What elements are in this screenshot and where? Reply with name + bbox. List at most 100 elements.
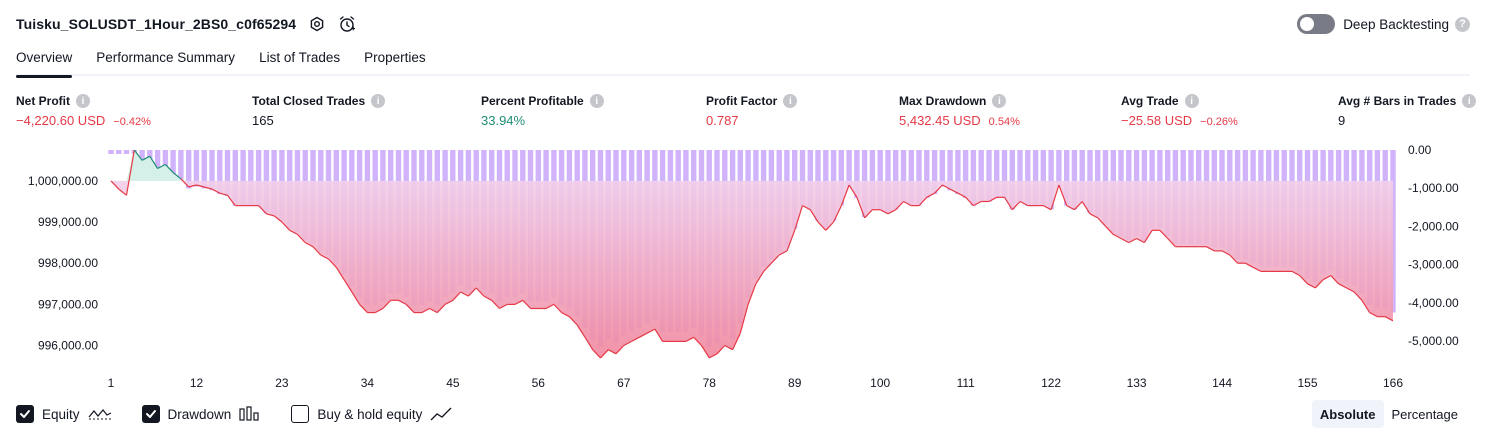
absolute-button[interactable]: Absolute (1311, 400, 1384, 428)
equity-segment (359, 303, 368, 314)
equity-segment (770, 254, 780, 264)
equity-segment (918, 196, 928, 207)
left-tick-label: 999,000.00 (38, 215, 98, 229)
left-tick-label: 997,000.00 (38, 297, 98, 311)
tab-overview[interactable]: Overview (16, 46, 73, 78)
add-alert-clock-icon[interactable] (338, 15, 356, 33)
drawdown-bar (970, 150, 977, 206)
drawdown-bar (1056, 150, 1062, 187)
equity-segment (196, 184, 205, 188)
drawdown-bar (916, 150, 922, 206)
equity-segment (763, 262, 772, 272)
equity-segment (942, 184, 951, 190)
right-tick-label: -5,000.00 (1408, 334, 1459, 348)
drawdown-bar (799, 150, 806, 206)
equity-segment (444, 299, 454, 305)
settings-gear-icon[interactable] (308, 15, 326, 33)
equity-segment (304, 242, 314, 248)
right-tick-label: -2,000.00 (1408, 219, 1459, 233)
equity-segment (1120, 237, 1130, 244)
tab-list-of-trades[interactable]: List of Trades (259, 50, 341, 65)
equity-segment (1384, 316, 1394, 322)
drawdown-bar (1048, 150, 1054, 210)
drawdown-bars-icon (239, 406, 261, 422)
drawdown-bar (854, 150, 860, 198)
left-tick-label: 998,000.00 (38, 256, 98, 270)
deep-backtesting-toggle[interactable] (1297, 14, 1336, 34)
equity-segment (709, 353, 718, 359)
equity-segment (312, 246, 322, 256)
equity-segment (1105, 225, 1114, 235)
equity-segment (475, 287, 485, 297)
equity-segment (1338, 283, 1347, 289)
equity-segment (141, 155, 151, 161)
drawdown-bar (955, 150, 961, 195)
equity-segment (1299, 275, 1308, 285)
equity-segment (1011, 201, 1021, 211)
equity-toggle[interactable]: Equity (16, 405, 112, 423)
info-icon[interactable]: i (992, 94, 1007, 108)
left-tick-label: 1,000,000.00 (28, 174, 98, 188)
tab-properties[interactable]: Properties (364, 50, 426, 65)
help-question-icon[interactable]: ? (1455, 16, 1470, 32)
buy-hold-line-icon (430, 406, 452, 422)
metric-value: 33.94% (481, 113, 526, 128)
equity-segment (957, 192, 966, 198)
x-tick-label: 78 (703, 376, 717, 390)
metric-label: Net Profit (16, 94, 70, 108)
info-icon[interactable]: i (1462, 94, 1477, 108)
x-tick-label: 67 (617, 376, 631, 390)
buy-hold-toggle[interactable]: Buy & hold equity (291, 405, 452, 423)
equity-segment (1003, 196, 1013, 211)
equity-segment (568, 316, 578, 326)
drawdown-bar (186, 150, 192, 189)
equity-segment (1206, 246, 1215, 252)
metric-value: −25.58 USD (1121, 113, 1193, 128)
info-icon[interactable]: i (1184, 94, 1199, 108)
percentage-button[interactable]: Percentage (1391, 406, 1459, 422)
equity-segment (429, 307, 438, 314)
metric-label: Max Drawdown (899, 94, 987, 108)
metrics-row: Net Profit i −4,220.60 USD −0.42% Total Cl… (0, 93, 1486, 133)
equity-segment (887, 209, 896, 215)
equity-segment (584, 336, 594, 351)
buy-hold-checkbox[interactable] (291, 405, 310, 423)
info-icon[interactable]: i (76, 94, 90, 108)
equity-segment (856, 197, 866, 219)
tab-performance-summary[interactable]: Performance Summary (96, 50, 236, 65)
equity-checkbox[interactable] (16, 405, 34, 423)
drawdown-bar (178, 150, 184, 181)
drawdown-checkbox[interactable] (141, 405, 160, 423)
info-icon[interactable]: i (371, 94, 386, 108)
x-tick-label: 1 (108, 376, 115, 390)
equity-segment (227, 194, 236, 206)
equity-segment (1229, 254, 1239, 264)
drawdown-bar (838, 150, 844, 206)
equity-segment (833, 205, 842, 223)
equity-segment (926, 192, 935, 198)
equity-segment (1245, 262, 1254, 268)
x-axis: 1 12 23 34 45 56 67 78 89 100 111 122 133 144 155 166 (108, 376, 1404, 390)
drawdown-bar (123, 150, 130, 154)
equity-segment (1073, 201, 1083, 211)
equity-segment (1307, 283, 1316, 289)
metric-total-closed-trades: Total Closed Trades i 165 (252, 93, 386, 128)
equity-segment (732, 332, 741, 350)
drawdown-bar (1071, 150, 1078, 210)
equity-segment (685, 336, 694, 342)
info-icon[interactable]: i (783, 94, 798, 108)
equity-segment (693, 336, 702, 346)
equity-drawdown-chart[interactable]: 1,000,000.00 999,000.00 998,000.00 997,000.… (0, 140, 1486, 395)
equity-segment (988, 196, 997, 203)
metric-label: Total Closed Trades (252, 94, 366, 108)
drawdown-bar (162, 150, 169, 168)
equity-segment (747, 283, 757, 305)
equity-segment (825, 221, 835, 231)
drawdown-bar (924, 150, 930, 198)
info-icon[interactable]: i (589, 94, 604, 108)
equity-segment (382, 299, 392, 309)
strategy-name: Tuisku_SOLUSDT_1Hour_2BS0_c0f65294 (16, 16, 297, 32)
drawdown-toggle[interactable]: Drawdown (141, 405, 262, 423)
equity-segment (724, 344, 733, 351)
equity-segment (631, 336, 640, 342)
